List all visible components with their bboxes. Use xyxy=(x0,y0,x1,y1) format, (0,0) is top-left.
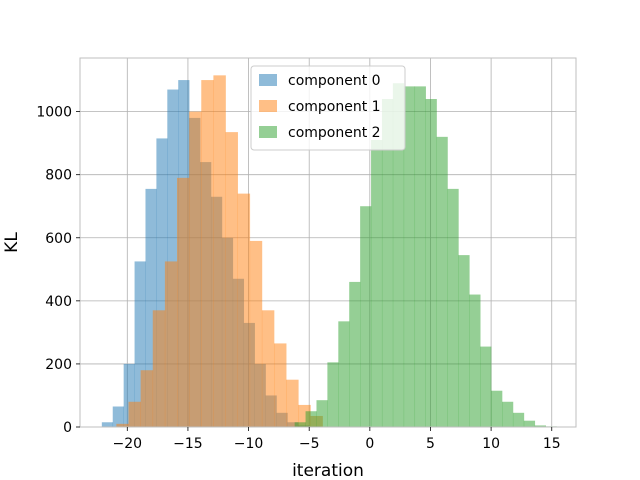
legend-label: component 0 xyxy=(288,73,381,89)
histogram-bar xyxy=(294,422,306,427)
histogram-bar xyxy=(249,240,263,427)
histogram-bar xyxy=(403,86,416,427)
histogram-bar xyxy=(371,140,383,427)
legend-swatch xyxy=(259,74,277,86)
series-2 xyxy=(294,83,557,427)
histogram-bar xyxy=(338,321,350,427)
y-axis-title: KL xyxy=(2,232,22,253)
histogram-bar xyxy=(128,401,141,427)
histogram-bar xyxy=(123,363,135,427)
histogram-bar xyxy=(425,99,437,427)
histogram-bar xyxy=(305,411,317,427)
x-tick-label: −10 xyxy=(234,436,264,452)
histogram-bar xyxy=(201,80,214,428)
histogram-bars xyxy=(101,75,557,428)
histogram-bar xyxy=(414,86,426,427)
histogram-bar xyxy=(189,111,202,427)
legend-swatch xyxy=(259,100,277,112)
legend: component 0 component 1 component 2 xyxy=(250,65,406,151)
x-tick-label: −20 xyxy=(113,436,143,452)
histogram-bar xyxy=(458,255,470,427)
histogram-bar xyxy=(512,412,525,427)
legend-box xyxy=(250,65,406,151)
histogram-bar xyxy=(491,390,503,427)
histogram-bar xyxy=(534,425,546,427)
histogram-bar xyxy=(274,343,287,427)
histogram-bar xyxy=(502,401,514,427)
x-tick-label: 15 xyxy=(543,436,561,452)
y-tick-label: 400 xyxy=(45,294,72,310)
histogram-bar xyxy=(145,188,157,427)
histogram-bar xyxy=(225,132,238,427)
histogram-bar xyxy=(381,99,394,427)
x-axis-title: iteration xyxy=(292,461,364,480)
histogram-bar xyxy=(112,406,124,427)
plot-frame xyxy=(79,57,577,428)
histogram-bar xyxy=(261,310,275,427)
histogram-bar xyxy=(349,281,361,427)
histogram-bar xyxy=(436,136,448,427)
x-tick-label: 0 xyxy=(365,436,374,452)
histogram-bar xyxy=(177,177,190,427)
y-tick-label: 0 xyxy=(63,420,72,436)
y-tick-label: 600 xyxy=(45,231,72,247)
histogram-bar xyxy=(447,188,459,427)
histogram-bar xyxy=(316,400,328,427)
x-tick-label: −15 xyxy=(173,436,203,452)
histogram-bar xyxy=(164,261,178,427)
histogram-bar xyxy=(286,379,299,427)
legend-label: component 1 xyxy=(288,99,381,115)
histogram-bar xyxy=(140,370,154,427)
histogram-bar xyxy=(237,193,251,427)
histogram-bar xyxy=(360,206,372,427)
histogram-bar xyxy=(152,310,166,427)
histogram-bar xyxy=(523,420,536,427)
series-1 xyxy=(116,75,323,428)
legend-swatch xyxy=(259,126,277,138)
histogram-bar xyxy=(167,89,179,428)
x-tick-label: −5 xyxy=(299,436,320,452)
x-axis-ticks: −20 −15 −10 −5 0 5 10 15 xyxy=(113,427,561,452)
y-tick-label: 800 xyxy=(45,168,72,184)
y-tick-label: 200 xyxy=(45,357,72,373)
histogram-bar xyxy=(327,362,339,427)
y-axis-ticks: 0 200 400 600 800 1000 xyxy=(36,105,80,436)
x-tick-label: 5 xyxy=(426,436,435,452)
histogram-bar xyxy=(116,423,129,427)
y-tick-label: 1000 xyxy=(36,105,72,121)
histogram-bar xyxy=(469,294,481,427)
histogram-bar xyxy=(480,346,492,427)
histogram-bar xyxy=(392,83,405,427)
histogram-bar xyxy=(213,75,226,427)
legend-label: component 2 xyxy=(288,125,381,141)
x-tick-label: 10 xyxy=(482,436,500,452)
histogram-bar xyxy=(134,261,146,427)
histogram-bar xyxy=(101,422,114,427)
histogram-bar xyxy=(156,138,168,427)
